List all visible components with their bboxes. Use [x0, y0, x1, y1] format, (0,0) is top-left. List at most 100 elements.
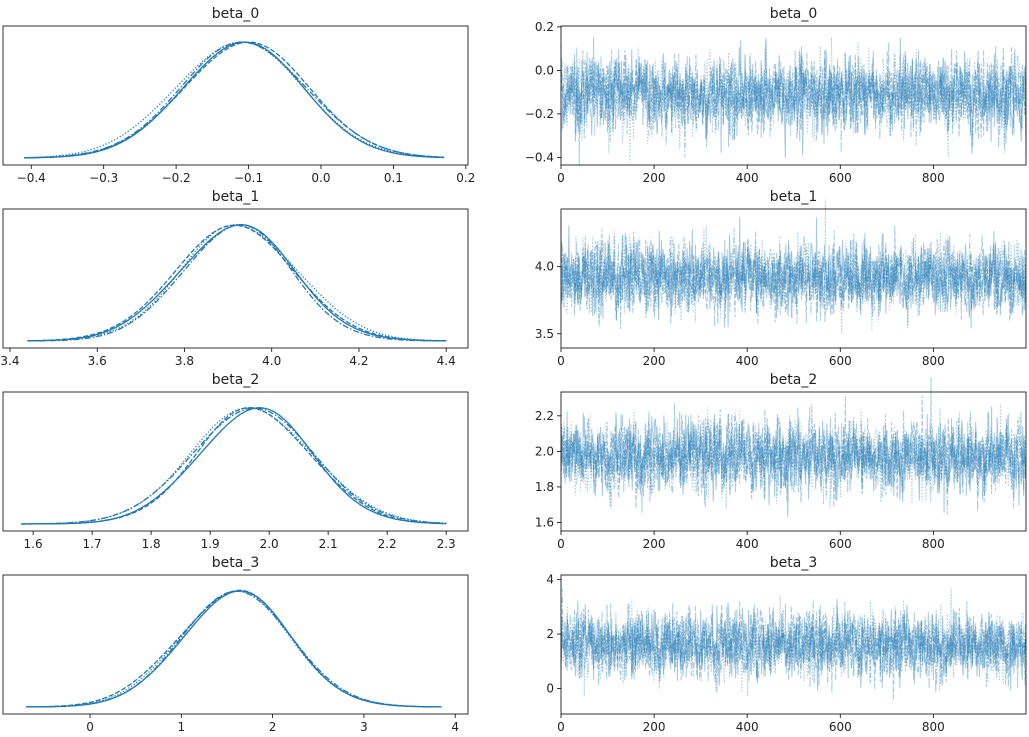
density-xtick-label: 3 [360, 720, 368, 734]
density-xtick-label: 2.2 [378, 537, 397, 551]
density-line-chain-2 [21, 407, 447, 525]
density-xtick-label: −0.1 [234, 171, 263, 185]
density-axes-frame [2, 574, 469, 715]
trace-xtick-label: 400 [736, 720, 759, 734]
density-title: beta_3 [212, 555, 259, 571]
density-xtick-label: 1.7 [83, 537, 102, 551]
trace-ytick-label: 2.2 [535, 409, 554, 423]
density-line-chain-2 [23, 41, 445, 159]
trace-ytick-label: 4 [546, 573, 554, 587]
trace-ytick-label: −0.4 [525, 150, 554, 164]
trace-xtick-label: 600 [829, 720, 852, 734]
density-line-chain-3 [27, 224, 447, 342]
density-xtick-label: 4.2 [349, 354, 368, 368]
row-beta_2: beta_2 1.6 1.7 1.8 1.9 2.0 2.1 2.2 2.3 beta_2 0 200… [2, 372, 1027, 551]
density-xtick-label: 1.6 [24, 537, 43, 551]
density-line-chain-0 [21, 407, 447, 525]
density-xtick-label: 3.4 [0, 354, 19, 368]
density-axes-frame [2, 25, 469, 166]
density-xtick-label: 3.8 [175, 354, 194, 368]
density-xtick-label: 2.3 [437, 537, 456, 551]
row-beta_1: beta_1 3.4 3.6 3.8 4.0 4.2 4.4 beta_1 0 200 400 600… [0, 189, 1027, 368]
row-beta_0: beta_0 −0.4 −0.3 −0.2 −0.1 0.0 0.1 0.2 beta_0 0 20… [2, 6, 1027, 185]
trace-title: beta_2 [770, 372, 817, 388]
density-xtick-label: 4.0 [262, 354, 281, 368]
trace-xtick-label: 0 [557, 537, 565, 551]
density-xtick-label: 2.0 [260, 537, 279, 551]
trace-ytick-label: 1.8 [535, 480, 554, 494]
trace-panel-beta_3: beta_3 0 200 400 600 800 0 2 4 [546, 555, 1027, 734]
trace-xtick-label: 200 [643, 354, 666, 368]
trace-ytick-label: 0.2 [535, 20, 554, 34]
density-xtick-label: −0.2 [162, 171, 191, 185]
density-line-chain-3 [24, 41, 445, 159]
density-xtick-label: 0.0 [311, 171, 330, 185]
trace-ytick-label: −0.2 [525, 107, 554, 121]
trace-xtick-label: 0 [557, 720, 565, 734]
trace-xtick-label: 200 [643, 171, 666, 185]
density-xtick-label: 1.8 [142, 537, 161, 551]
trace-xtick-label: 800 [922, 354, 945, 368]
trace-xtick-label: 200 [643, 720, 666, 734]
density-xtick-label: 4 [451, 720, 459, 734]
trace-ytick-label: 2.0 [535, 444, 554, 458]
trace-line-chain-3 [560, 377, 1027, 515]
density-panel-beta_0: beta_0 −0.4 −0.3 −0.2 −0.1 0.0 0.1 0.2 [2, 6, 475, 185]
trace-line-chain-3 [560, 588, 1027, 694]
density-panel-beta_3: beta_3 0 1 2 3 4 [2, 555, 469, 734]
density-xtick-label: 0.1 [384, 171, 403, 185]
trace-line-chain-1 [560, 395, 1027, 513]
trace-panel-beta_1: beta_1 0 200 400 600 800 3.5 4.0 [535, 189, 1027, 368]
density-xtick-label: −0.4 [17, 171, 46, 185]
trace-line-chain-3 [560, 42, 1027, 157]
trace-ytick-label: 1.6 [535, 515, 554, 529]
trace-xtick-label: 600 [829, 171, 852, 185]
density-title: beta_1 [212, 189, 259, 205]
trace-line-chain-1 [560, 36, 1027, 166]
trace-xtick-label: 0 [557, 171, 565, 185]
trace-line-chain-0 [560, 598, 1027, 691]
trace-xtick-label: 400 [736, 171, 759, 185]
trace-xtick-label: 600 [829, 354, 852, 368]
trace-panel-beta_2: beta_2 0 200 400 600 800 1.6 1.8 2.0 2.2 [535, 372, 1027, 551]
trace-line-chain-0 [560, 217, 1027, 329]
density-xtick-label: 2.1 [319, 537, 338, 551]
density-panel-beta_1: beta_1 3.4 3.6 3.8 4.0 4.2 4.4 [0, 189, 469, 368]
trace-title: beta_3 [770, 555, 817, 571]
trace-axes-frame [560, 208, 1027, 349]
row-beta_3: beta_3 0 1 2 3 4 beta_3 0 200 400 600 800 0 2 4 [2, 555, 1027, 734]
trace-panel-beta_0: beta_0 0 200 400 600 800 −0.4 −0.2 0.0 0.2 [525, 6, 1027, 185]
density-line-chain-1 [27, 224, 447, 342]
trace-title: beta_0 [770, 6, 817, 22]
density-line-chain-3 [21, 407, 447, 525]
density-title: beta_0 [212, 6, 259, 22]
density-xtick-label: 3.6 [88, 354, 107, 368]
trace-ytick-label: 0.0 [535, 63, 554, 77]
trace-axes-frame [560, 574, 1027, 715]
trace-xtick-label: 200 [643, 537, 666, 551]
trace-ytick-label: 4.0 [535, 260, 554, 274]
trace-xtick-label: 400 [736, 354, 759, 368]
density-xtick-label: −0.3 [89, 171, 118, 185]
trace-xtick-label: 800 [922, 537, 945, 551]
density-line-chain-0 [27, 224, 447, 342]
density-xtick-label: 4.4 [437, 354, 456, 368]
density-line-chain-3 [26, 590, 442, 708]
trace-xtick-label: 800 [922, 171, 945, 185]
trace-line-chain-1 [560, 603, 1027, 701]
trace-line-chain-1 [560, 225, 1027, 329]
density-title: beta_2 [212, 372, 259, 388]
trace-line-chain-2 [560, 199, 1027, 335]
trace-axes-frame [560, 25, 1027, 166]
trace-xtick-label: 800 [922, 720, 945, 734]
trace-line-chain-2 [560, 37, 1027, 163]
density-xtick-label: 2 [269, 720, 277, 734]
density-axes-frame [2, 208, 469, 349]
trace-xtick-label: 400 [736, 537, 759, 551]
density-xtick-label: 0 [86, 720, 94, 734]
trace-line-chain-0 [560, 37, 1027, 159]
trace-ytick-label: 2 [546, 627, 554, 641]
trace-line-chain-3 [560, 228, 1027, 327]
trace-line-chain-0 [560, 406, 1027, 517]
